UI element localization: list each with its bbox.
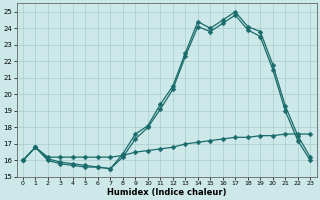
X-axis label: Humidex (Indice chaleur): Humidex (Indice chaleur)	[107, 188, 226, 197]
